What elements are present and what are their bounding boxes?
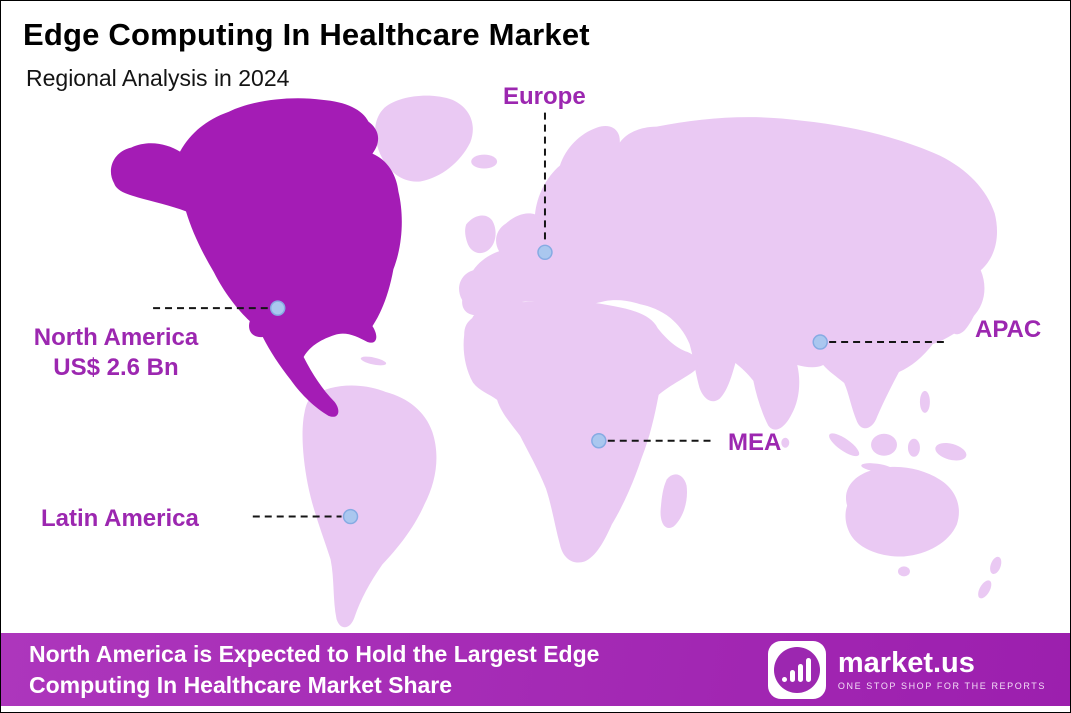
region-label-mea: MEA xyxy=(728,429,782,456)
marketus-logo-tile xyxy=(767,640,826,699)
region-label-apac: APAC xyxy=(975,316,1042,343)
continent-south-america xyxy=(302,385,437,628)
north-america-value: US$ 2.6 Bn xyxy=(53,354,179,381)
island-cuba xyxy=(360,356,387,366)
logo-dot xyxy=(782,676,788,682)
footer-note-line2: Computing In Healthcare Market Share xyxy=(29,671,453,698)
latin-america-marker xyxy=(342,508,359,525)
footer-note-line1: North America is Expected to Hold the La… xyxy=(29,640,600,667)
islands-new-zealand xyxy=(897,556,1002,599)
island-iceland xyxy=(471,154,498,169)
marketus-logo-icon xyxy=(773,646,820,693)
region-label-latin-america: Latin America xyxy=(41,505,199,532)
islands-southeast-asia xyxy=(781,390,967,473)
footer-banner: North America is Expected to Hold the La… xyxy=(1,633,1070,706)
island-japan xyxy=(949,274,980,335)
continent-africa xyxy=(463,300,698,563)
logo-bar-medium xyxy=(798,663,804,682)
region-label-north-america: North America US$ 2.6 Bn xyxy=(17,323,215,383)
brand-logo: market.us ONE STOP SHOP FOR THE REPORTS xyxy=(767,640,1046,699)
north-america-label: North America xyxy=(33,324,199,351)
brand-tagline: ONE STOP SHOP FOR THE REPORTS xyxy=(837,681,1046,691)
continent-north-america-highlight xyxy=(110,98,402,417)
continent-greenland xyxy=(375,95,473,182)
island-madagascar xyxy=(660,474,688,529)
page-title: Edge Computing In Healthcare Market xyxy=(23,17,590,52)
continent-australia xyxy=(845,466,959,557)
continent-eurasia xyxy=(459,117,998,430)
north-america-marker xyxy=(269,300,286,316)
logo-bar-short xyxy=(790,669,796,682)
apac-marker xyxy=(812,334,828,350)
region-label-europe: Europe xyxy=(503,83,586,110)
page-subtitle: Regional Analysis in 2024 xyxy=(26,65,290,91)
brand-name: market.us xyxy=(837,647,975,679)
mea-marker xyxy=(591,433,607,449)
island-uk xyxy=(465,215,496,254)
europe-marker xyxy=(537,244,553,261)
footer-note: North America is Expected to Hold the La… xyxy=(29,639,599,701)
brand-text: market.us ONE STOP SHOP FOR THE REPORTS xyxy=(838,648,1046,691)
header: Edge Computing In Healthcare Market Regi… xyxy=(23,17,590,92)
logo-bar-tall xyxy=(806,657,812,682)
